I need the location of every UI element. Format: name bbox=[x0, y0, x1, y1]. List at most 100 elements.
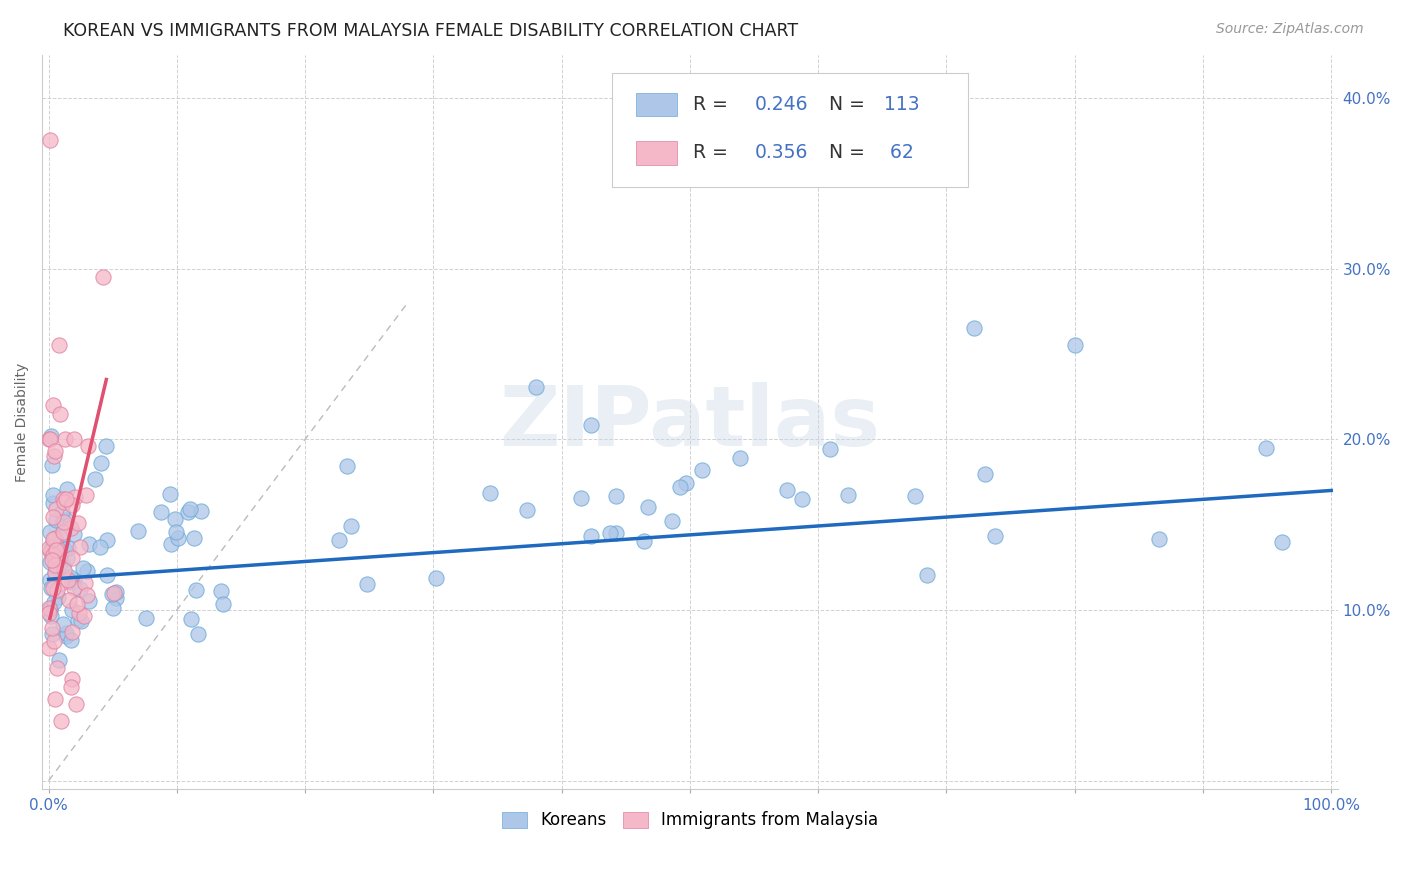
Point bbox=[39, 609, 62, 624]
Point bbox=[356, 577, 378, 591]
Point bbox=[605, 526, 627, 541]
Point bbox=[83, 472, 105, 486]
Text: KOREAN VS IMMIGRANTS FROM MALAYSIA FEMALE DISABILITY CORRELATION CHART: KOREAN VS IMMIGRANTS FROM MALAYSIA FEMAL… bbox=[63, 22, 799, 40]
Point bbox=[127, 524, 149, 539]
Point bbox=[579, 529, 602, 543]
Point bbox=[39, 134, 62, 148]
Point bbox=[328, 533, 350, 548]
Point bbox=[100, 587, 122, 601]
Point bbox=[776, 483, 799, 497]
Point bbox=[41, 488, 63, 502]
Point bbox=[790, 492, 813, 507]
Point bbox=[49, 407, 72, 421]
Point bbox=[163, 512, 186, 526]
Point bbox=[60, 603, 83, 617]
Point bbox=[96, 533, 118, 548]
Point bbox=[60, 498, 83, 512]
Point bbox=[42, 398, 65, 412]
Point bbox=[41, 541, 63, 556]
Point bbox=[569, 491, 592, 506]
Point bbox=[637, 500, 659, 515]
Point bbox=[41, 546, 63, 560]
Point bbox=[75, 576, 97, 591]
Point bbox=[56, 550, 79, 565]
Point bbox=[63, 526, 86, 541]
Point bbox=[180, 612, 202, 626]
Point bbox=[44, 565, 66, 579]
Point bbox=[661, 514, 683, 528]
Point bbox=[51, 505, 73, 519]
Point bbox=[52, 491, 75, 506]
Point bbox=[973, 467, 995, 481]
Point bbox=[65, 697, 87, 711]
Point bbox=[60, 680, 83, 694]
Point bbox=[55, 629, 77, 643]
Point bbox=[190, 504, 212, 518]
Point bbox=[1147, 533, 1170, 547]
Point bbox=[46, 539, 69, 553]
Point bbox=[675, 476, 697, 491]
Point bbox=[67, 606, 90, 620]
Point bbox=[53, 515, 76, 529]
Point bbox=[669, 480, 692, 494]
Point bbox=[58, 593, 80, 607]
Point bbox=[66, 516, 89, 531]
Point bbox=[55, 513, 77, 527]
Point bbox=[41, 429, 63, 443]
Point bbox=[51, 516, 73, 530]
Point bbox=[76, 439, 98, 453]
Point bbox=[45, 513, 67, 527]
Point bbox=[93, 270, 115, 285]
Point bbox=[38, 602, 60, 616]
Point bbox=[605, 489, 627, 503]
Point bbox=[983, 529, 1005, 543]
Point bbox=[176, 505, 198, 519]
Text: ZIPatlas: ZIPatlas bbox=[499, 382, 880, 463]
Text: 113: 113 bbox=[884, 95, 920, 114]
FancyBboxPatch shape bbox=[636, 93, 676, 116]
Point bbox=[66, 597, 89, 611]
Point bbox=[42, 496, 65, 510]
Y-axis label: Female Disability: Female Disability bbox=[15, 362, 30, 482]
Point bbox=[818, 442, 841, 457]
Point bbox=[49, 550, 72, 565]
Point bbox=[39, 581, 62, 595]
Point bbox=[63, 574, 86, 588]
Point bbox=[77, 537, 100, 551]
Point bbox=[49, 714, 72, 728]
Point bbox=[38, 607, 60, 621]
Point bbox=[963, 321, 986, 335]
Point bbox=[38, 432, 60, 446]
Point bbox=[39, 544, 62, 558]
Point bbox=[63, 432, 86, 446]
Point bbox=[38, 601, 60, 615]
Point bbox=[38, 541, 60, 556]
Point bbox=[45, 582, 67, 597]
Point bbox=[49, 556, 72, 570]
Point bbox=[44, 558, 66, 572]
Point bbox=[73, 608, 96, 623]
Text: Source: ZipAtlas.com: Source: ZipAtlas.com bbox=[1216, 22, 1364, 37]
Point bbox=[524, 380, 547, 394]
Point bbox=[42, 450, 65, 464]
Point bbox=[48, 551, 70, 566]
Point bbox=[579, 418, 602, 433]
Point bbox=[46, 660, 69, 674]
Point bbox=[38, 641, 60, 656]
Point bbox=[56, 574, 79, 588]
Point bbox=[41, 626, 63, 640]
Text: R =: R = bbox=[693, 144, 734, 162]
Point bbox=[45, 541, 67, 556]
Point bbox=[184, 582, 207, 597]
Point bbox=[633, 534, 655, 549]
Point bbox=[60, 672, 83, 686]
Point bbox=[179, 502, 201, 516]
Point bbox=[105, 585, 128, 599]
Point bbox=[44, 556, 66, 570]
Point bbox=[42, 533, 65, 547]
Text: R =: R = bbox=[693, 95, 734, 114]
Point bbox=[48, 338, 70, 352]
Point bbox=[70, 614, 93, 628]
Point bbox=[42, 510, 65, 524]
Point bbox=[52, 525, 75, 540]
